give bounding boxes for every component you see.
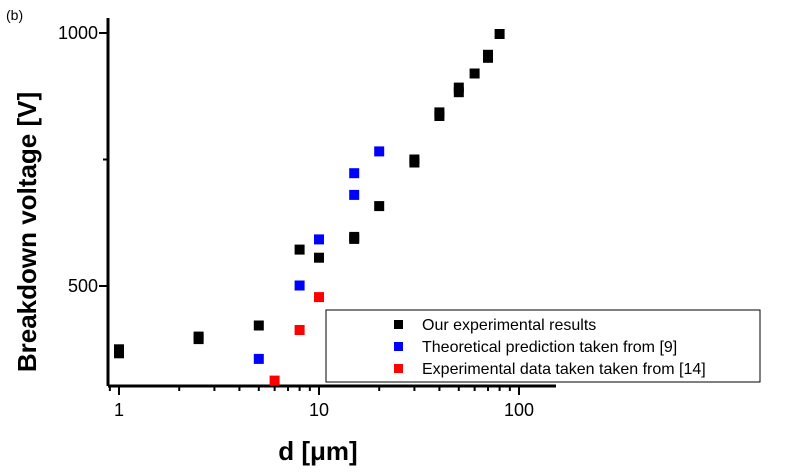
y-ticks <box>99 32 108 287</box>
data-point-series-0 <box>409 157 420 168</box>
data-point-series-0 <box>483 52 493 63</box>
data-point-series-0 <box>494 29 505 39</box>
data-point-series-0 <box>253 320 264 331</box>
legend-marker <box>394 364 403 373</box>
panel-label: (b) <box>6 7 23 23</box>
data-point-series-1 <box>314 234 324 245</box>
data-point-series-1 <box>374 146 385 157</box>
data-point-series-0 <box>314 252 324 263</box>
data-point-series-1 <box>349 189 360 200</box>
legend-marker <box>394 320 403 329</box>
legend-label: Experimental data taken taken from [14] <box>422 361 706 378</box>
y-axis-title: Breakdown voltage [V] <box>12 92 42 372</box>
y-tick-label: 1000 <box>58 23 98 43</box>
data-point-series-0 <box>453 87 464 98</box>
data-point-series-2 <box>314 292 324 303</box>
data-point-series-0 <box>434 111 445 121</box>
legend-label: Theoretical prediction taken from [9] <box>422 339 677 356</box>
data-point-series-0 <box>374 201 385 212</box>
data-point-series-0 <box>193 334 204 345</box>
data-point-series-0 <box>469 68 480 79</box>
x-tick-labels: 1 10 100 <box>114 400 534 420</box>
x-tick-label: 1 <box>114 400 124 420</box>
data-point-series-1 <box>349 168 360 179</box>
axes <box>106 18 556 388</box>
legend-marker <box>394 342 403 351</box>
x-axis-title: d [μm] <box>278 436 357 466</box>
y-tick-labels: 500 1000 <box>58 23 98 296</box>
data-point-series-2 <box>294 325 305 335</box>
legend-label: Our experimental results <box>422 317 596 334</box>
legend: Our experimental results Theoretical pre… <box>325 309 761 383</box>
x-ticks <box>108 386 520 395</box>
data-point-series-1 <box>253 353 264 364</box>
data-point-series-1 <box>294 280 305 291</box>
x-tick-label: 10 <box>309 400 329 420</box>
data-point-series-0 <box>114 348 124 359</box>
data-point-series-2 <box>269 375 280 386</box>
data-points <box>114 29 505 386</box>
y-tick-label: 500 <box>68 276 98 296</box>
data-point-series-0 <box>349 233 360 244</box>
x-tick-label: 100 <box>504 400 534 420</box>
data-point-series-0 <box>294 244 305 255</box>
